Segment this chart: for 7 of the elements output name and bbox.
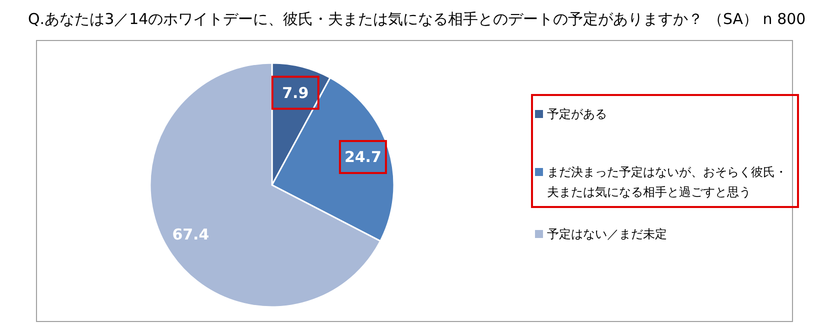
- legend-label: まだ決まった予定はないが、おそらく彼氏・夫または気になる相手と過ごすと思う: [547, 164, 788, 201]
- data-label: 7.9: [282, 84, 309, 102]
- chart-title: Q.あなたは3／14のホワイトデーに、彼氏・夫または気になる相手とのデートの予定がありますか？ （SA） n 800: [28, 10, 806, 29]
- data-label: 67.4: [172, 225, 210, 244]
- data-label: 24.7: [344, 148, 382, 166]
- legend-label: 予定がある: [547, 106, 607, 123]
- legend-label: 予定はない／まだ未定: [547, 226, 667, 243]
